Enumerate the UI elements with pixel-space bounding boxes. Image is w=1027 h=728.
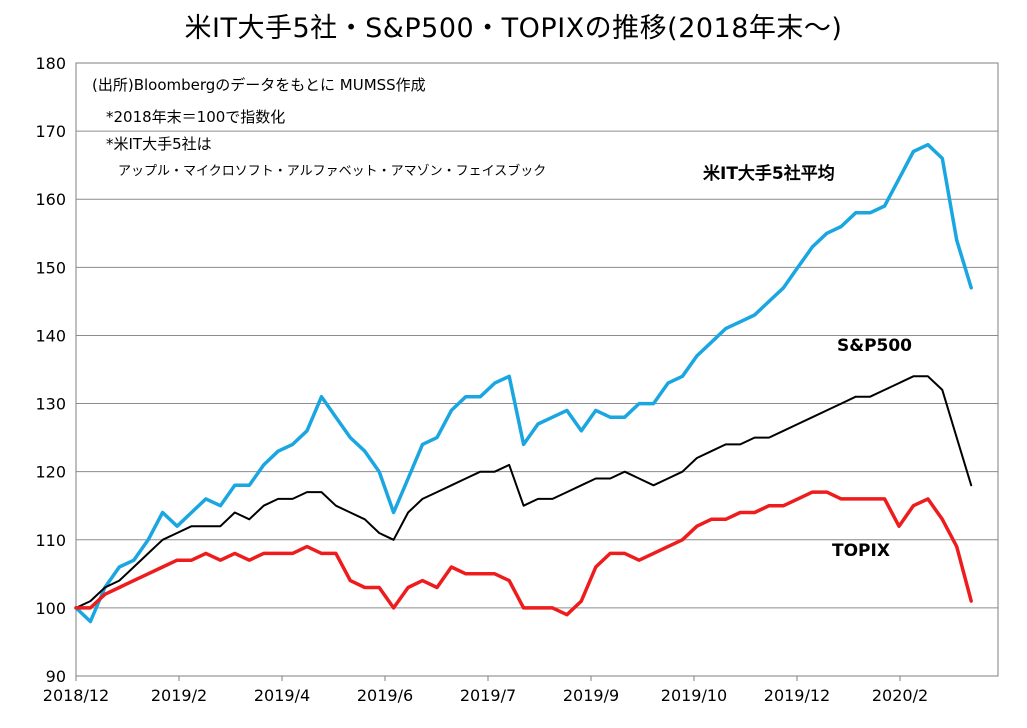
y-tick-label: 130 <box>35 395 66 414</box>
y-tick-label: 160 <box>35 190 66 209</box>
x-tick-label: 2019/12 <box>764 686 830 705</box>
y-tick-label: 90 <box>46 667 66 686</box>
x-tick-label: 2019/9 <box>563 686 619 705</box>
series-line-2 <box>74 490 973 617</box>
y-tick-label: 150 <box>35 258 66 277</box>
series-label-sp500: S&P500 <box>837 336 913 356</box>
y-tick-label: 140 <box>35 326 66 345</box>
x-tick-label: 2019/4 <box>254 686 310 705</box>
companies-note: *米IT大手5社は <box>106 135 212 153</box>
series-label-big-tech: 米IT大手5社平均 <box>703 164 835 184</box>
series-line-1 <box>75 375 973 609</box>
x-tick-label: 2019/6 <box>357 686 413 705</box>
gridlines <box>76 130 998 609</box>
x-tick-label: 2020/2 <box>872 686 928 705</box>
y-tick-label: 170 <box>35 122 66 141</box>
series-line-0 <box>74 142 973 624</box>
series-label-topix: TOPIX <box>832 541 890 561</box>
plot-frame <box>75 62 999 677</box>
y-tick-label: 120 <box>35 463 66 482</box>
y-tick-label: 110 <box>35 531 66 550</box>
y-tick-label: 180 <box>35 54 66 73</box>
companies-list-note: アップル・マイクロソフト・アルファベット・アマゾン・フェイスブック <box>118 164 547 179</box>
index-note: *2018年末＝100で指数化 <box>106 108 286 126</box>
x-tick-label: 2019/7 <box>460 686 516 705</box>
source-note: (出所)Bloombergのデータをもとに MUMSS作成 <box>92 76 426 94</box>
x-tick-label: 2019/10 <box>661 686 727 705</box>
axes: 90 100 110 120 130 140 150 160 170 180 2018/12 2019… <box>35 54 999 705</box>
y-tick-label: 100 <box>35 599 66 618</box>
x-tick-label: 2019/2 <box>151 686 207 705</box>
chart-title: 米IT大手5社・S&P500・TOPIXの推移(2018年末〜) <box>184 13 843 44</box>
x-tick-label: 2018/12 <box>43 686 109 705</box>
series-lines <box>74 142 973 624</box>
